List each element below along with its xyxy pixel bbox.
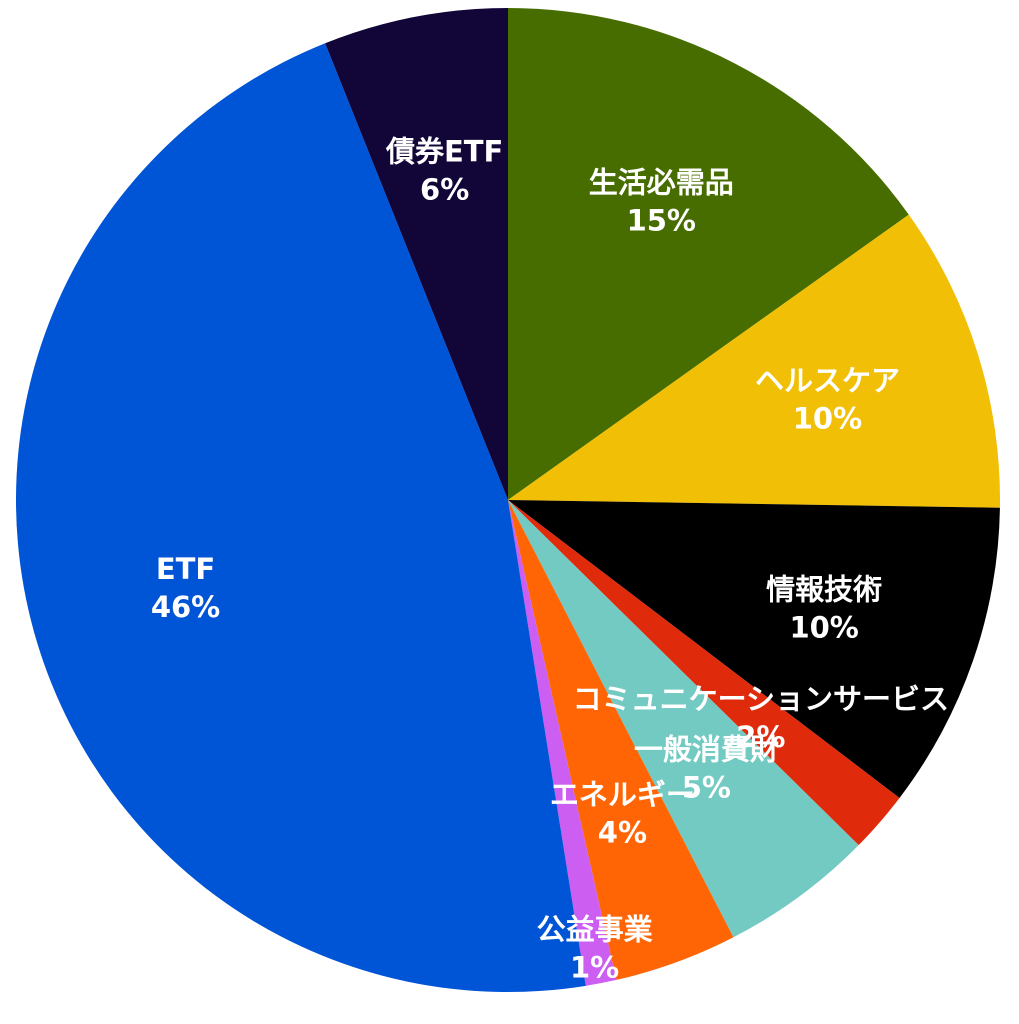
pie-slice — [508, 214, 1000, 508]
slice-label: ETF — [156, 552, 215, 586]
pie-slice — [508, 8, 909, 500]
pie-slice — [508, 500, 617, 986]
slice-label: 生活必需品 — [589, 166, 734, 200]
pie-slice — [15, 43, 586, 993]
slice-value-label: 5% — [682, 770, 731, 804]
slice-value-label: 2% — [736, 720, 785, 754]
pie-slice — [325, 8, 508, 500]
slice-value-label: 4% — [598, 815, 647, 849]
slice-value-label: 15% — [627, 204, 696, 238]
slice-label: 一般消費財 — [634, 732, 779, 766]
pie-slice — [508, 500, 1000, 798]
slice-value-label: 46% — [151, 590, 220, 624]
slice-label: ヘルスケア — [755, 364, 900, 398]
slice-value-label: 10% — [793, 402, 862, 436]
slice-value-label: 6% — [420, 172, 469, 206]
slice-value-label: 1% — [570, 950, 619, 984]
slice-value-label: 10% — [789, 610, 858, 644]
pie-slice — [508, 500, 734, 980]
slice-label: 債券ETF — [385, 134, 503, 168]
pie-slice — [508, 500, 900, 846]
slice-label: 情報技術 — [766, 572, 882, 606]
pie-slice — [508, 500, 859, 938]
slice-label: エネルギー — [550, 777, 695, 811]
slice-label: 公益事業 — [537, 912, 653, 946]
slice-label: コミュニケーションサービス — [573, 682, 949, 716]
